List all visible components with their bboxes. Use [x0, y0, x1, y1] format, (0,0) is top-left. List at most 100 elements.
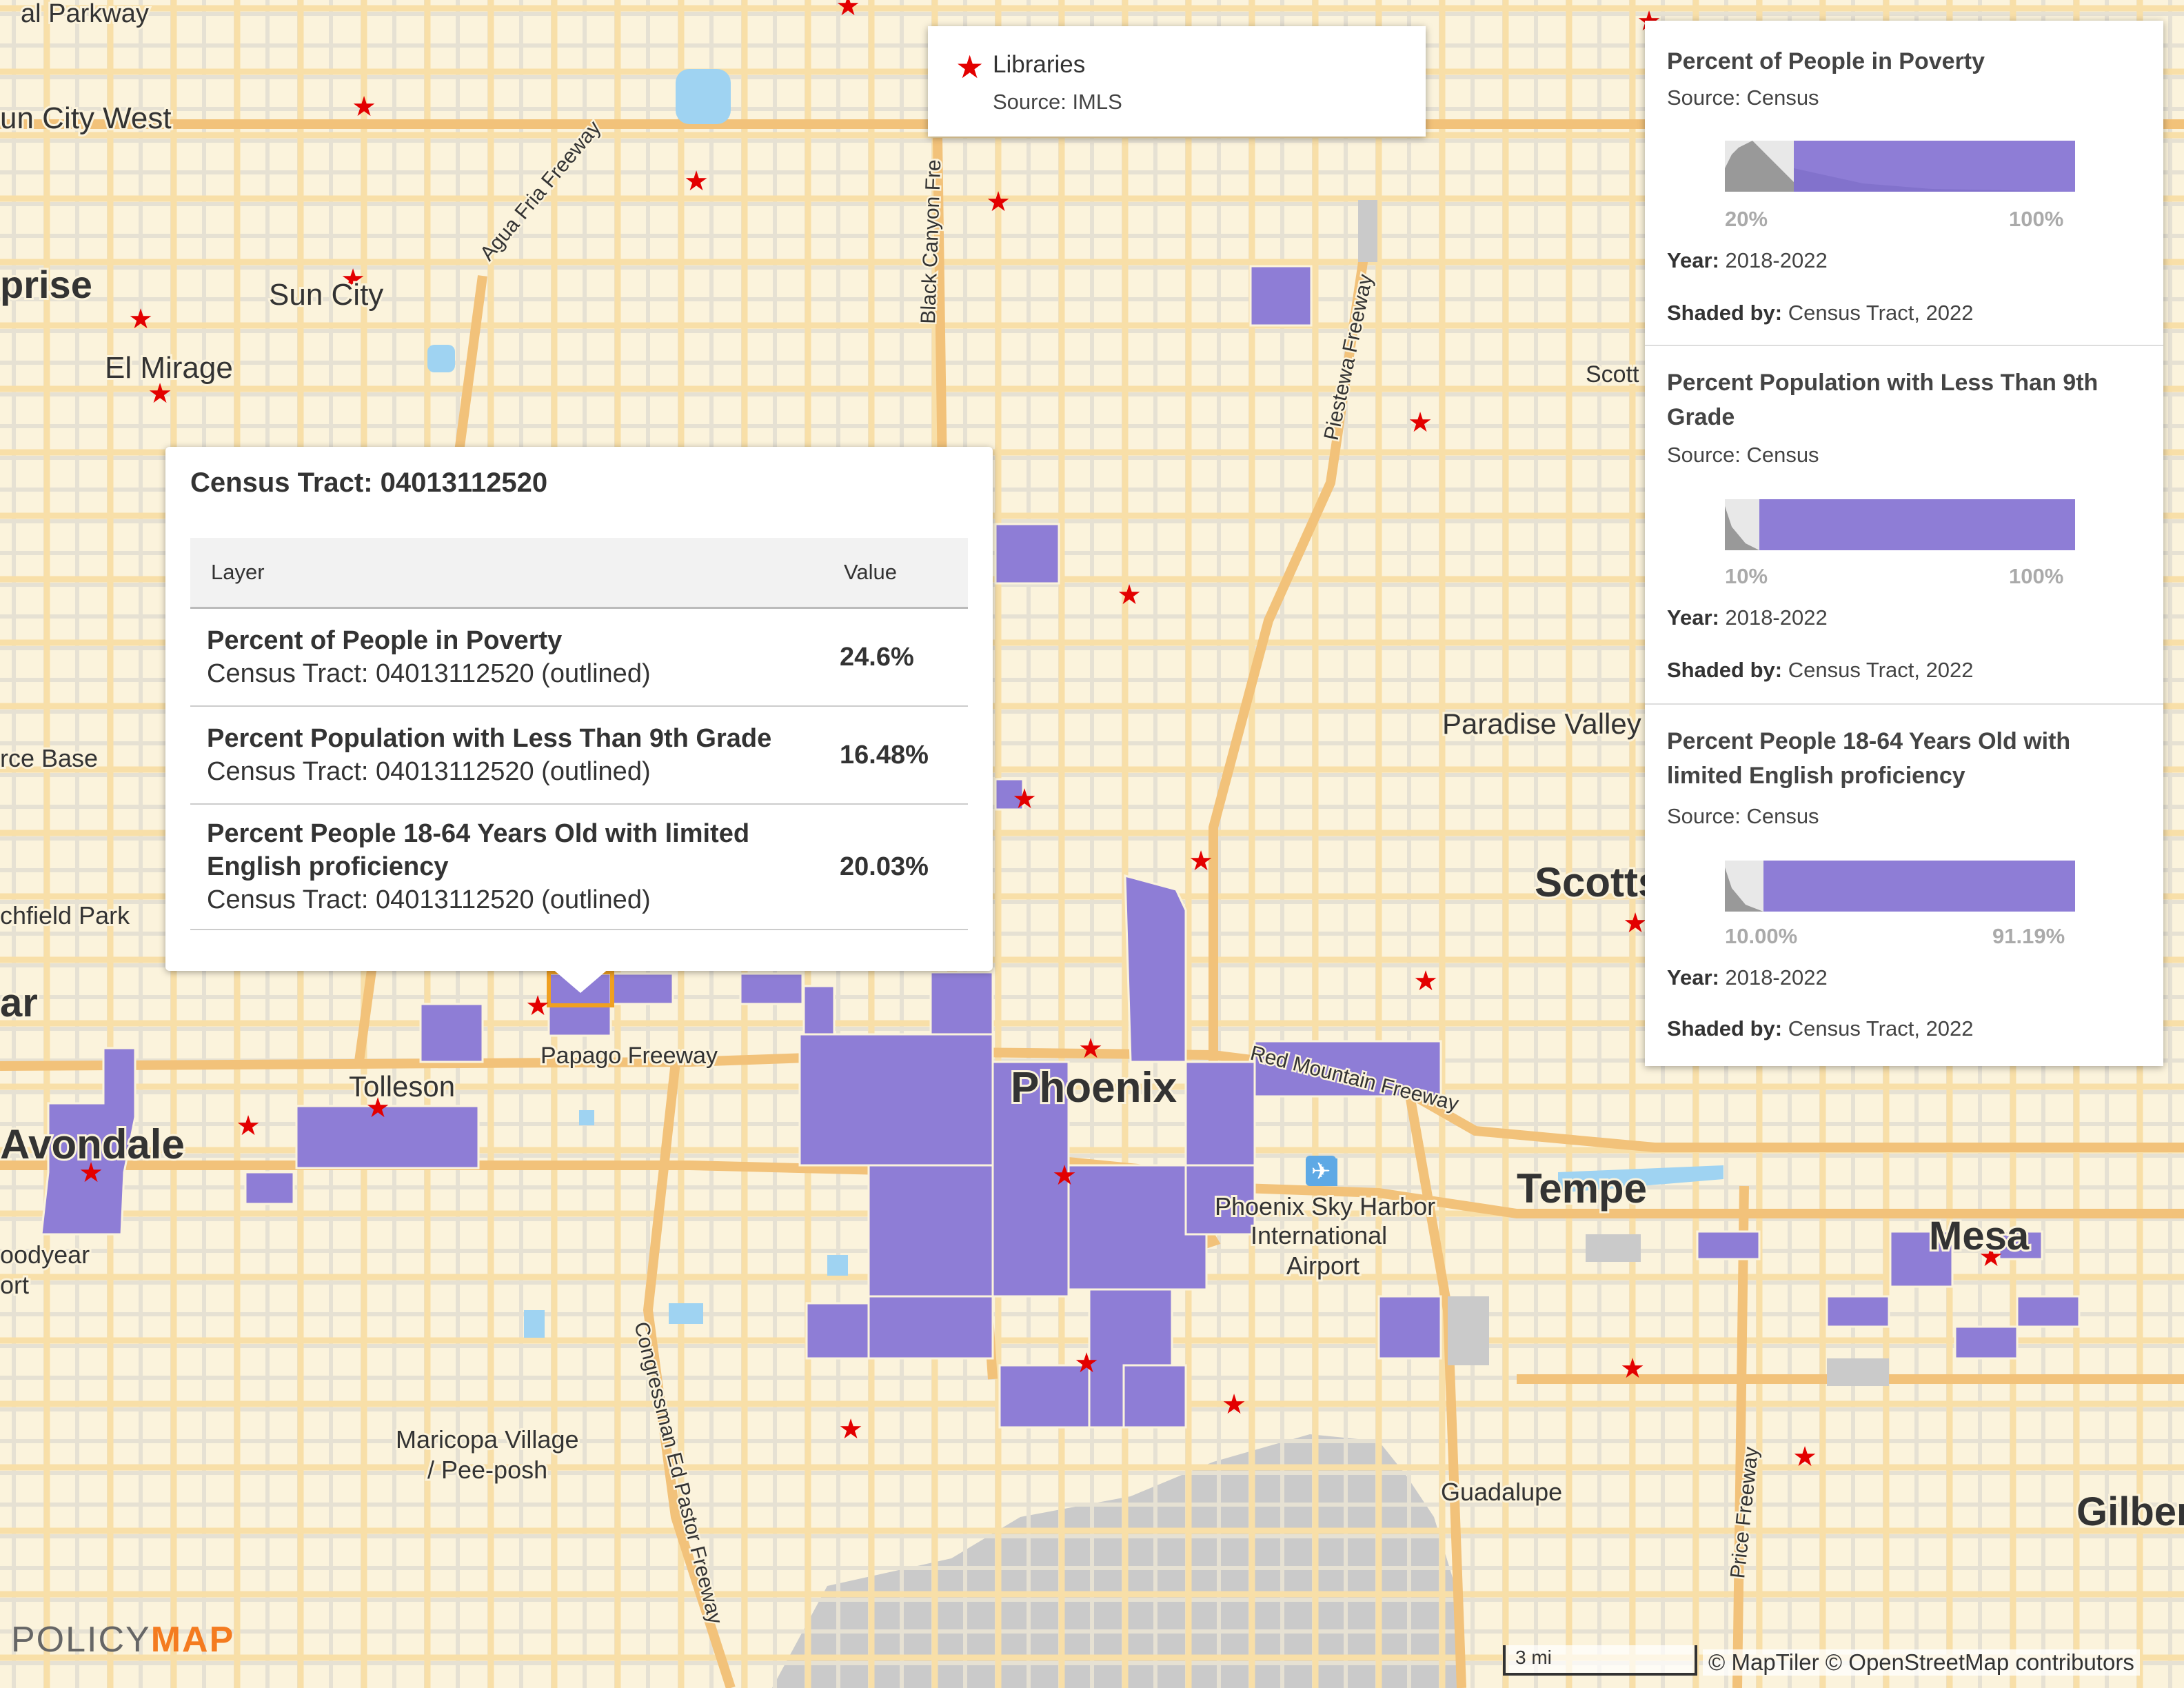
popup-pointer: [552, 968, 609, 993]
library-star-icon[interactable]: ★: [1408, 407, 1433, 439]
place-label: rce Base: [0, 744, 98, 772]
row-layer-sub: Census Tract: 04013112520 (outlined): [207, 757, 651, 786]
histogram-bar: [1725, 861, 2075, 912]
library-star-icon[interactable]: ★: [1623, 907, 1648, 939]
libraries-source: Source: IMLS: [993, 90, 1122, 114]
place-label: Paradise Valley: [1442, 707, 1641, 740]
library-star-icon[interactable]: ★: [1413, 965, 1438, 997]
shaded-label: Shaded by:: [1667, 658, 1783, 682]
library-star-icon[interactable]: ★: [1012, 783, 1037, 815]
place-label: Gilber: [2076, 1489, 2184, 1534]
airport-icon: ✈: [1306, 1156, 1336, 1186]
place-label: un City West: [0, 101, 172, 135]
table-row: Percent Population with Less Than 9th Gr…: [190, 706, 968, 805]
library-markers[interactable]: ★ ★ ★ ★ ★ ★ ★ ★ ★ ★ ★ ★ ★ ★ ★ ★ ★ ★ ★ ★ ★ ★ ★ ★ ★ ★: [79, 0, 2003, 1473]
legend-shaded: Census Tract, 2022: [1788, 301, 1974, 325]
year-label: Year:: [1667, 965, 1719, 989]
library-star-icon[interactable]: ★: [1052, 1160, 1077, 1192]
histogram-bar: [1725, 141, 2075, 192]
layer-legend: Percent of People in Poverty Source: Cen…: [1645, 21, 2163, 1066]
legend-min: 20%: [1725, 207, 1768, 231]
year-label: Year:: [1667, 605, 1719, 630]
legend-item-education: Percent Population with Less Than 9th Gr…: [1645, 345, 2163, 705]
row-layer-sub: Census Tract: 04013112520 (outlined): [207, 659, 651, 688]
library-star-icon[interactable]: ★: [1792, 1441, 1817, 1473]
library-star-icon[interactable]: ★: [341, 263, 365, 295]
place-label: Maricopa Village: [396, 1425, 578, 1454]
place-label: Scotts: [1535, 859, 1661, 905]
library-star-icon[interactable]: ★: [1078, 1033, 1103, 1065]
legend-title: Percent Population with Less Than 9th Gr…: [1667, 370, 2099, 430]
year-label: Year:: [1667, 248, 1719, 272]
popup-title: Census Tract: 04013112520: [190, 468, 548, 498]
svg-text:✈: ✈: [1311, 1158, 1331, 1185]
library-star-icon[interactable]: ★: [1222, 1389, 1246, 1420]
library-star-icon[interactable]: ★: [838, 1414, 863, 1445]
library-star-icon[interactable]: ★: [128, 303, 153, 335]
table-row: Percent People 18-64 Years Old with limi…: [190, 804, 968, 930]
library-star-icon[interactable]: ★: [1074, 1347, 1099, 1379]
legend-item-english: Percent People 18-64 Years Old with limi…: [1645, 703, 2163, 1066]
row-layer-name: Percent of People in Poverty: [207, 626, 563, 655]
place-label: International: [1251, 1221, 1387, 1249]
place-label: / Pee-posh: [427, 1456, 547, 1484]
library-star-icon[interactable]: ★: [352, 91, 376, 123]
library-star-icon[interactable]: ★: [1620, 1353, 1645, 1385]
row-layer-sub: Census Tract: 04013112520 (outlined): [207, 885, 651, 914]
library-star-icon[interactable]: ★: [1189, 845, 1213, 877]
place-label: oodyear: [0, 1240, 90, 1269]
place-label: chfield Park: [0, 901, 130, 930]
popup-table: Layer Value Percent of People in Poverty…: [190, 538, 968, 930]
col-value: Value: [823, 538, 968, 609]
shaded-label: Shaded by:: [1667, 1016, 1783, 1041]
library-star-icon[interactable]: ★: [365, 1092, 390, 1124]
legend-title: Percent People 18-64 Years Old with limi…: [1667, 728, 2071, 789]
legend-max: 100%: [2009, 564, 2064, 588]
place-label: Sun City: [269, 278, 383, 312]
row-value: 24.6%: [823, 607, 968, 707]
place-label: Guadalupe: [1441, 1478, 1562, 1506]
legend-min: 10%: [1725, 564, 1768, 588]
place-label: Avondale: [0, 1121, 185, 1167]
place-label: Phoenix: [1011, 1064, 1177, 1112]
legend-max: 91.19%: [1992, 924, 2065, 948]
library-star-icon[interactable]: ★: [1979, 1241, 2003, 1273]
legend-shaded: Census Tract, 2022: [1788, 1016, 1974, 1041]
legend-source: Source: Census: [1667, 804, 1819, 828]
library-star-icon[interactable]: ★: [986, 186, 1011, 218]
row-layer-name: Percent People 18-64 Years Old with limi…: [207, 819, 750, 881]
library-star-icon[interactable]: ★: [236, 1110, 261, 1142]
library-star-icon[interactable]: ★: [525, 990, 550, 1022]
place-label: Tolleson: [349, 1070, 455, 1103]
shaded-label: Shaded by:: [1667, 301, 1783, 325]
library-star-icon[interactable]: ★: [1117, 579, 1142, 611]
place-label: ort: [0, 1271, 29, 1299]
place-label: Tempe: [1517, 1165, 1647, 1212]
library-star-icon[interactable]: ★: [836, 0, 860, 22]
attribution[interactable]: © MapTiler © OpenStreetMap contributors: [1703, 1649, 2140, 1676]
legend-max: 100%: [2009, 207, 2064, 231]
mountain-area: [772, 1434, 1462, 1688]
libraries-legend: ★ Libraries Source: IMLS: [928, 26, 1426, 137]
shaded-census-tracts[interactable]: [40, 265, 2081, 1429]
library-star-icon[interactable]: ★: [79, 1157, 103, 1189]
place-label: Airport: [1286, 1252, 1359, 1280]
row-layer-name: Percent Population with Less Than 9th Gr…: [207, 724, 772, 753]
place-labels: al Parkway un City West prise Sun City El Mi…: [0, 0, 2184, 1534]
place-label: Mesa: [1929, 1214, 2030, 1258]
place-label: prise: [0, 263, 92, 306]
tract-popup: Census Tract: 04013112520 Layer Value Pe…: [165, 447, 993, 993]
library-star-icon[interactable]: ★: [148, 378, 172, 410]
histogram-bar: [1725, 499, 2075, 550]
library-star-icon[interactable]: ★: [684, 165, 709, 197]
legend-min: 10.00%: [1725, 924, 1798, 948]
scale-bar: 3 mi: [1503, 1645, 1697, 1676]
place-label: Phoenix Sky Harbor: [1215, 1192, 1435, 1220]
place-label: al Parkway: [21, 0, 149, 28]
legend-year: 2018-2022: [1725, 248, 1828, 272]
place-label: El Mirage: [105, 351, 233, 385]
col-layer: Layer: [190, 538, 823, 609]
legend-item-poverty: Percent of People in Poverty Source: Cen…: [1645, 21, 2163, 346]
row-value: 20.03%: [823, 804, 968, 930]
place-label: Papago Freeway: [540, 1043, 718, 1069]
